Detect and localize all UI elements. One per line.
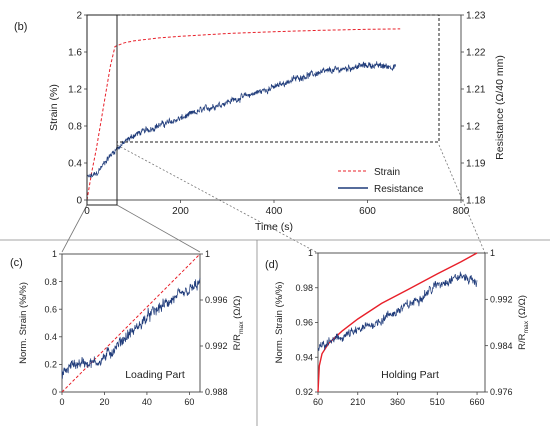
y-tick-label: 1 xyxy=(308,248,313,258)
strain-series-line xyxy=(61,253,201,393)
y-axis-label: Norm. Strain (%/%) xyxy=(18,282,29,364)
x-tick-label: 510 xyxy=(430,397,445,407)
x-tick-label: 600 xyxy=(359,206,376,217)
y2-tick-label: 1.23 xyxy=(466,11,486,22)
x-tick-label: 800 xyxy=(453,206,470,217)
x-axis-label: Time (s) xyxy=(255,221,293,233)
y2-axis-label: Resistance (Ω/40 mm) xyxy=(494,55,506,160)
y-tick-label: 0.8 xyxy=(44,277,57,287)
panel-annotation: Holding Part xyxy=(381,369,439,381)
y2-axis-label: R/Rmax (Ω/Ω) xyxy=(517,295,530,350)
y-tick-label: 0.2 xyxy=(44,360,57,370)
y-tick-label: 1 xyxy=(52,249,57,259)
resistance-series-line xyxy=(86,61,396,179)
y2-axis-label: R/Rmax (Ω/Ω) xyxy=(232,296,245,351)
y2-tick-label: 0.988 xyxy=(205,387,228,397)
y-tick-label: 0.8 xyxy=(68,122,82,133)
y-tick-label: 0 xyxy=(76,196,82,207)
plot-frame xyxy=(61,253,201,393)
legend-strain-label: Strain xyxy=(374,167,400,178)
y-tick-label: 1.2 xyxy=(68,85,82,96)
panel-b-chart: 0 200 400 600 800 0 0.4 0.8 1.2 1.6 2 1.18 1.19 1.2 1.… xyxy=(14,11,506,234)
y-axis-label: Strain (%) xyxy=(48,84,60,131)
y2-tick-label: 1.18 xyxy=(466,196,486,207)
panel-label: (d) xyxy=(265,259,278,271)
x-tick-label: 60 xyxy=(313,397,323,407)
y-tick-label: 0 xyxy=(52,387,57,397)
y-tick-label: 1.6 xyxy=(68,48,82,59)
y2-tick-label: 0.996 xyxy=(205,295,228,305)
y2-tick-label: 0.992 xyxy=(490,294,513,304)
x-tick-label: 20 xyxy=(99,397,109,407)
y-tick-label: 0.4 xyxy=(44,332,57,342)
x-tick-label: 0 xyxy=(84,206,90,217)
zoom-connector-d-right xyxy=(438,144,486,254)
y2-tick-label: 1.21 xyxy=(466,85,486,96)
x-tick-label: 400 xyxy=(266,206,283,217)
resistance-series-line xyxy=(61,277,201,379)
panel-label: (b) xyxy=(14,21,27,33)
y2-tick-label: 1 xyxy=(205,249,210,259)
zoom-connector-d-left xyxy=(116,144,319,254)
y-tick-label: 2 xyxy=(76,11,82,22)
x-tick-label: 660 xyxy=(470,397,485,407)
strain-series-line xyxy=(317,252,478,393)
y2-tick-label: 1.19 xyxy=(466,159,486,170)
plot-frame xyxy=(86,14,462,201)
y-tick-label: 0.92 xyxy=(295,387,313,397)
panel-annotation: Loading Part xyxy=(125,369,185,381)
x-tick-label: 0 xyxy=(59,397,64,407)
y-tick-label: 0.98 xyxy=(295,283,313,293)
panel-c-chart: 0 20 40 60 0 0.2 0.4 0.6 0.8 1 0.988 0.992 0.996 1 Nor… xyxy=(10,249,245,407)
x-tick-label: 60 xyxy=(184,397,194,407)
resistance-series-line xyxy=(317,271,478,351)
y2-tick-label: 0.992 xyxy=(205,341,228,351)
y2-tick-label: 1.22 xyxy=(466,48,486,59)
panel-d-chart: 60 210 360 510 660 0.92 0.94 0.96 0.98 1 0.976 0.98… xyxy=(265,248,530,407)
y2-tick-label: 1.2 xyxy=(466,122,480,133)
y-tick-label: 0.94 xyxy=(295,352,313,362)
strain-series-line xyxy=(86,28,401,201)
y2-tick-label: 0.984 xyxy=(490,341,513,351)
zoom-connector-c-right xyxy=(116,204,201,253)
panel-label: (c) xyxy=(10,257,23,269)
y-tick-label: 0.4 xyxy=(68,159,82,170)
y-axis-label: Norm. Strain (%/%) xyxy=(274,282,285,364)
y-tick-label: 0.6 xyxy=(44,304,57,314)
zoom-box-holding xyxy=(116,14,440,143)
y-tick-label: 0.96 xyxy=(295,318,313,328)
legend-resistance-label: Resistance xyxy=(374,184,424,195)
x-tick-label: 200 xyxy=(172,206,189,217)
y2-tick-label: 1 xyxy=(490,248,495,258)
x-tick-label: 40 xyxy=(142,397,152,407)
y2-tick-label: 0.976 xyxy=(490,387,513,397)
x-tick-label: 360 xyxy=(390,397,405,407)
x-tick-label: 210 xyxy=(350,397,365,407)
zoom-connector-c-left xyxy=(61,204,88,253)
